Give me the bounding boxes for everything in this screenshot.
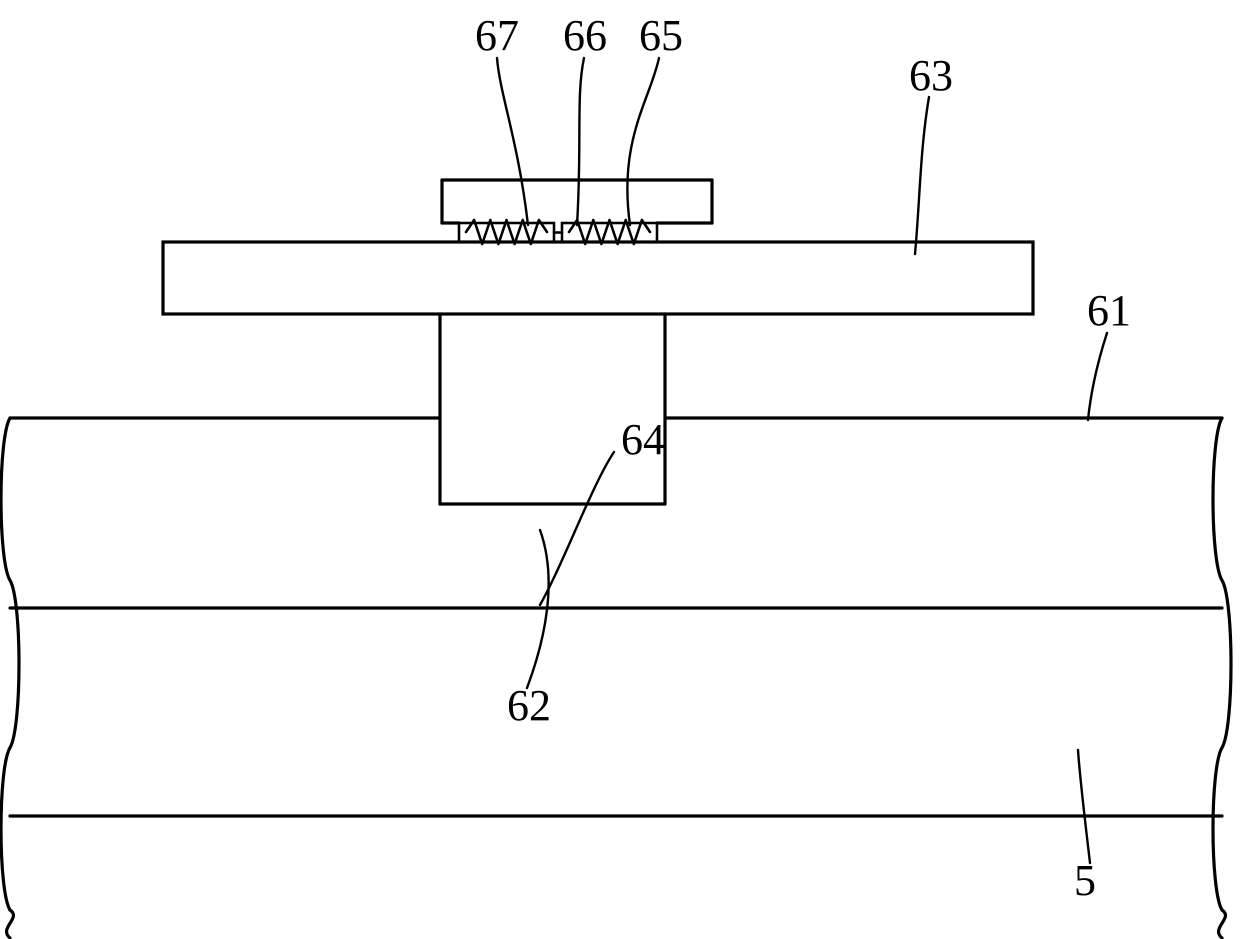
callout-label-l62: 62 xyxy=(507,681,551,730)
callout-label-l66: 66 xyxy=(563,11,607,60)
callout-label-l67: 67 xyxy=(475,11,519,60)
callout-label-l5: 5 xyxy=(1074,856,1096,905)
callout-label-l61: 61 xyxy=(1087,286,1131,335)
callout-label-l64: 64 xyxy=(621,415,665,464)
callout-label-l65: 65 xyxy=(639,11,683,60)
callout-label-l63: 63 xyxy=(909,51,953,100)
